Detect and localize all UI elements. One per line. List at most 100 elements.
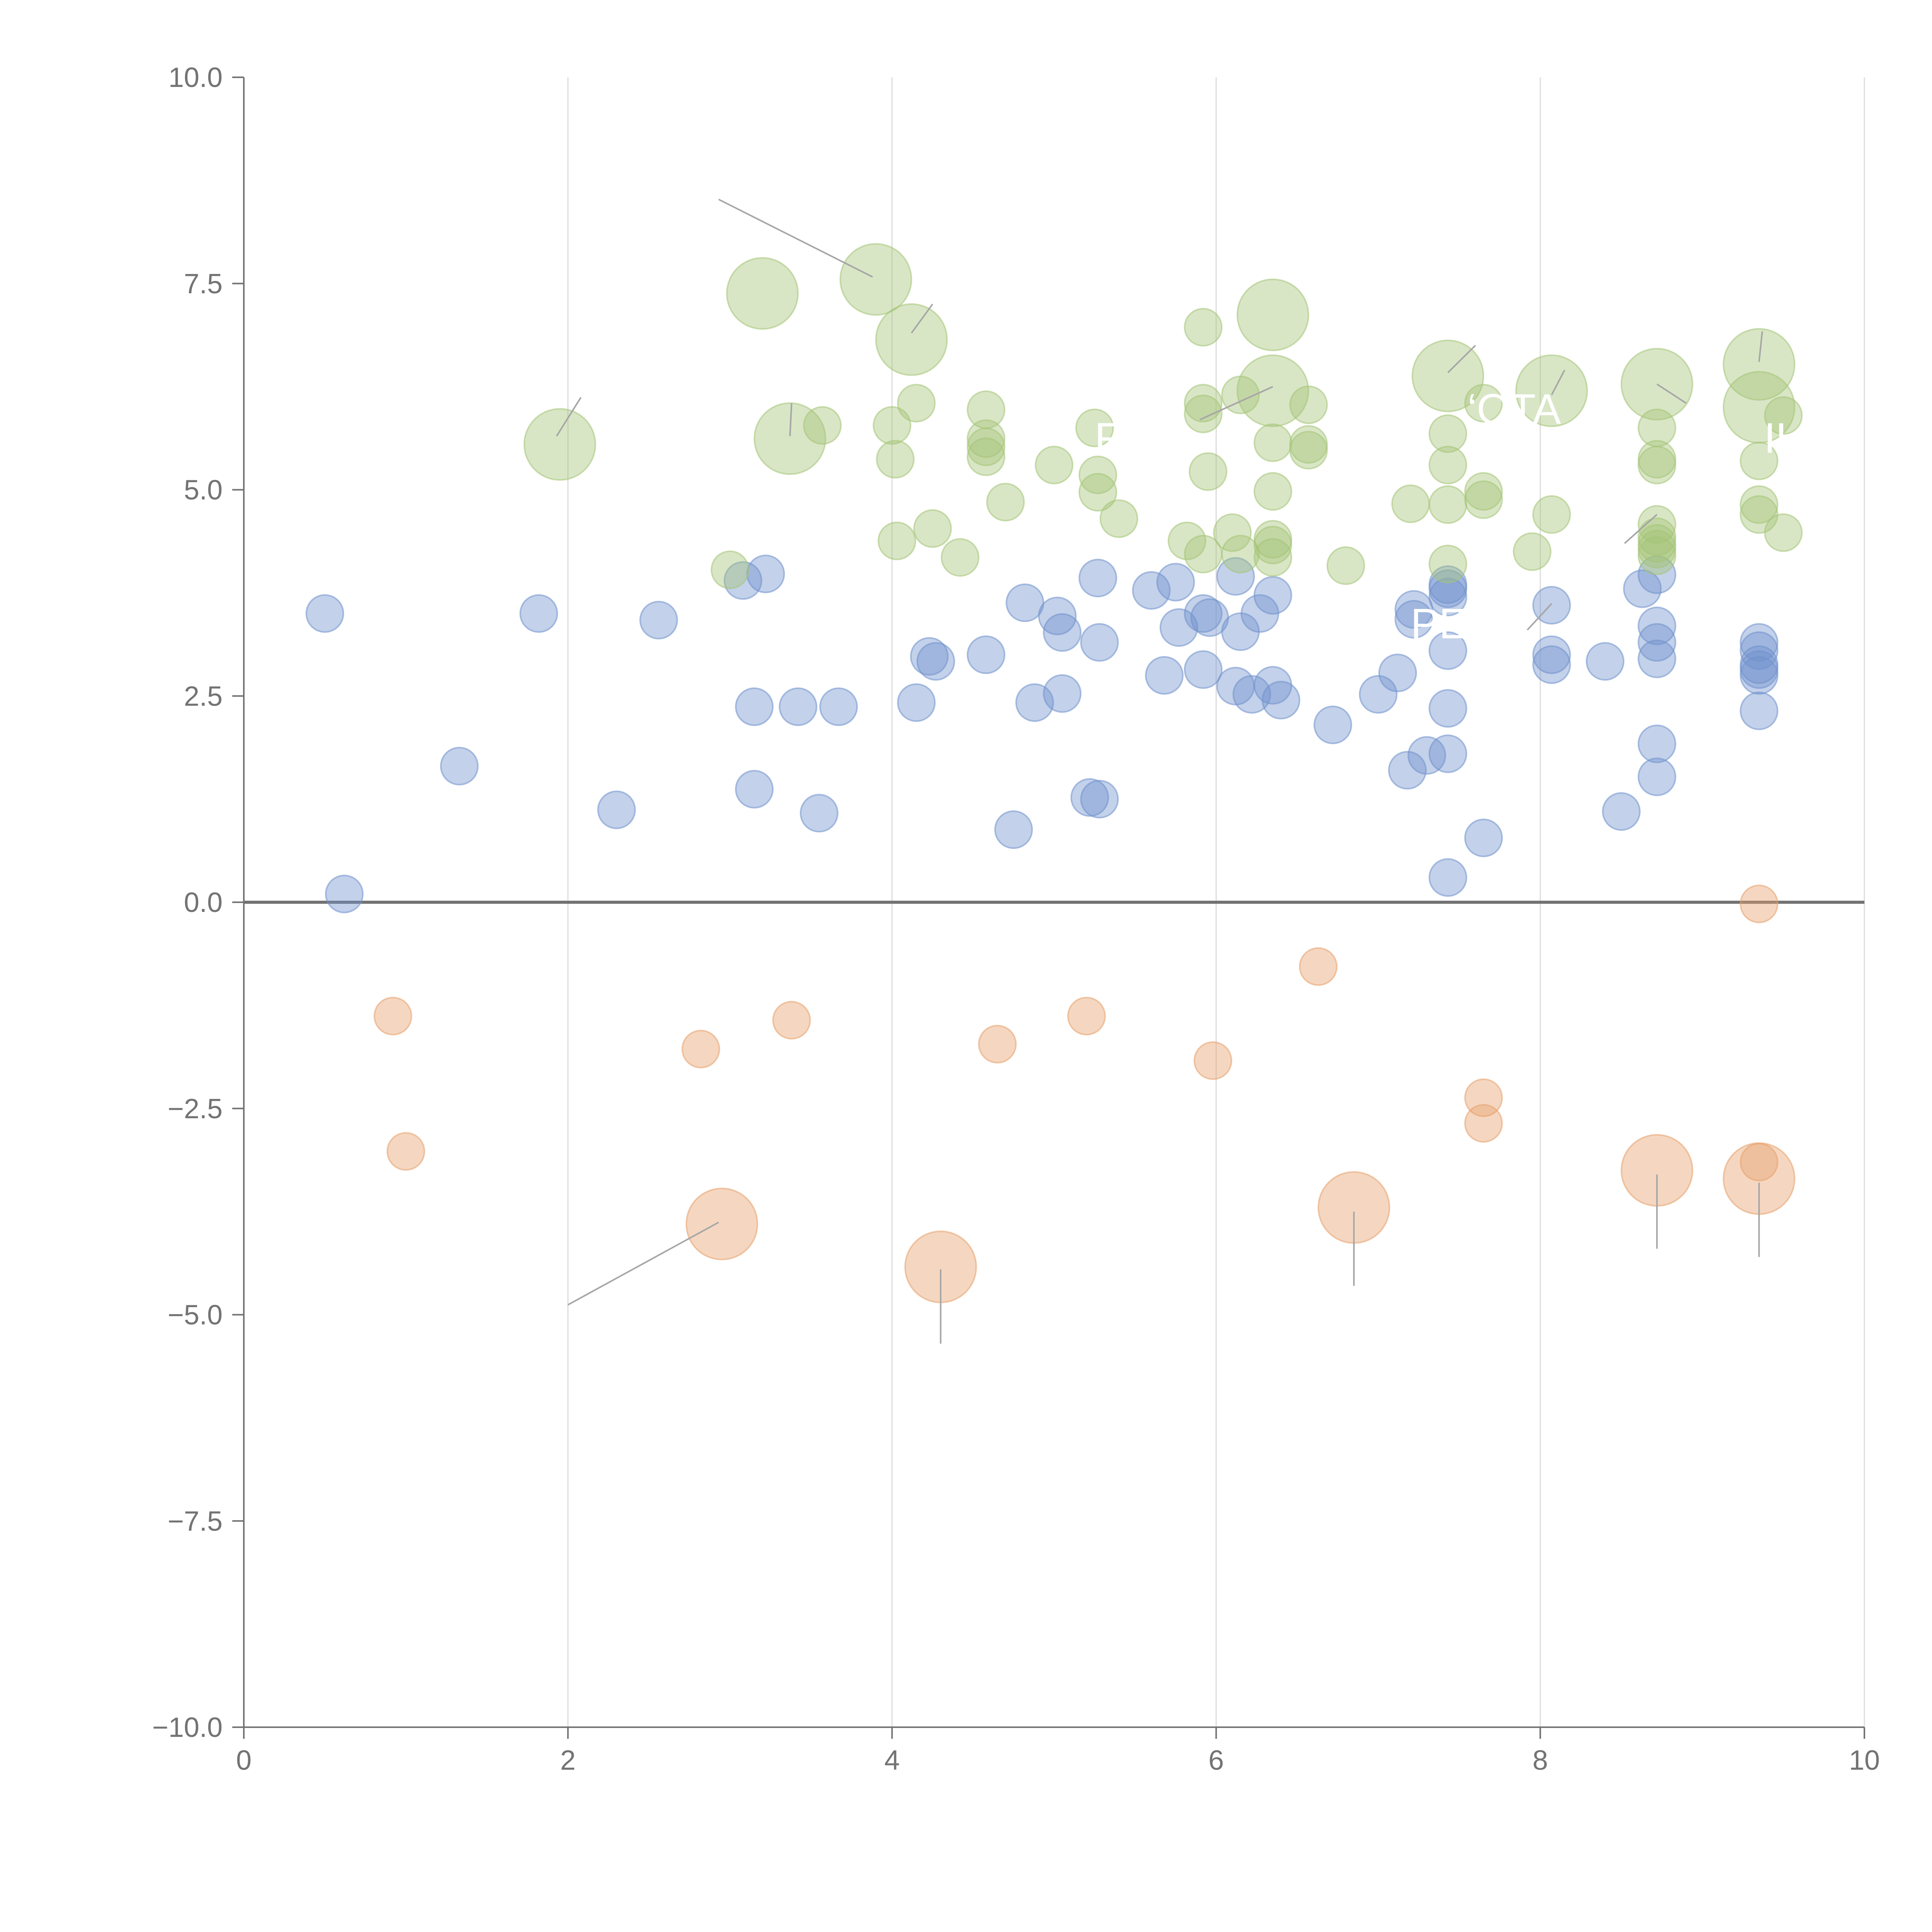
bubble-point bbox=[1232, 675, 1271, 714]
bubble-point bbox=[373, 997, 412, 1036]
bubble-point bbox=[711, 550, 750, 589]
bubble-point bbox=[1080, 780, 1119, 819]
bubble-point bbox=[1388, 751, 1427, 790]
bubble-point bbox=[1464, 818, 1503, 857]
bubble-point bbox=[897, 384, 936, 423]
bubble-point bbox=[1429, 858, 1468, 897]
y-tick-label: −5.0 bbox=[168, 1300, 223, 1331]
orange-series bbox=[373, 884, 1796, 1303]
bubble-point bbox=[1638, 639, 1677, 679]
bubble-point bbox=[1189, 452, 1228, 491]
bubble-point bbox=[1378, 653, 1417, 692]
bubble-point bbox=[1623, 569, 1662, 608]
bubble-point bbox=[1638, 724, 1677, 764]
bubble-point bbox=[1723, 328, 1796, 401]
bubble-point bbox=[1515, 354, 1588, 427]
bubble-point bbox=[1156, 563, 1195, 602]
bubble-series bbox=[305, 243, 1803, 1303]
x-tick-label: 0 bbox=[236, 1745, 252, 1776]
y-tick-label: 5.0 bbox=[184, 475, 223, 506]
bubble-point bbox=[1429, 734, 1468, 773]
bubble-point bbox=[1464, 1104, 1503, 1143]
bubble-point bbox=[1299, 947, 1338, 986]
bubble-point bbox=[746, 554, 785, 594]
leader-line bbox=[1527, 603, 1553, 631]
bubble-point bbox=[1740, 691, 1779, 730]
bubble-point bbox=[1070, 778, 1109, 817]
bubble-point bbox=[1159, 608, 1198, 647]
bubble-point bbox=[735, 770, 774, 809]
x-axis-ticks: 0 2 4 6 8 10 bbox=[236, 1727, 1880, 1776]
bubble-point bbox=[1078, 456, 1117, 495]
bubble-point bbox=[1585, 642, 1624, 681]
bubble-point bbox=[726, 257, 799, 330]
bubble-point bbox=[1078, 473, 1117, 512]
x-tick-label: 6 bbox=[1208, 1745, 1224, 1776]
bubble-point bbox=[1253, 526, 1293, 565]
bubble-point bbox=[1429, 544, 1468, 583]
bubble-point bbox=[1429, 414, 1468, 453]
ghost-label: IL bbox=[1764, 414, 1799, 462]
bubble-point bbox=[1740, 884, 1779, 923]
bubble-point bbox=[966, 437, 1005, 476]
y-tick-label: −10.0 bbox=[152, 1712, 223, 1743]
bubble-point bbox=[597, 790, 636, 829]
bubble-point bbox=[878, 521, 917, 560]
leader-line bbox=[1447, 345, 1476, 373]
bubble-point bbox=[1262, 680, 1301, 719]
bubble-point bbox=[1740, 441, 1779, 480]
bubble-point bbox=[986, 483, 1025, 522]
bubble-point bbox=[753, 402, 827, 475]
leader-line bbox=[911, 303, 934, 334]
bubble-point bbox=[1638, 440, 1677, 479]
ghost-label: ‘OTA bbox=[1467, 386, 1561, 433]
bubble-point bbox=[681, 1030, 720, 1069]
bubble-point bbox=[1035, 446, 1073, 485]
bubble-point bbox=[1395, 590, 1434, 629]
bubble-point bbox=[723, 561, 762, 600]
bubble-point bbox=[523, 408, 596, 481]
bubble-point bbox=[940, 538, 980, 577]
bubble-point bbox=[1289, 425, 1328, 464]
x-tick-label: 10 bbox=[1849, 1745, 1880, 1776]
bubble-point bbox=[1602, 792, 1641, 831]
y-tick-label: 2.5 bbox=[184, 681, 223, 712]
bubble-point bbox=[519, 594, 558, 633]
bubble-point bbox=[966, 427, 1005, 466]
bubble-point bbox=[1638, 446, 1677, 485]
bubble-point bbox=[1253, 576, 1293, 615]
bubble-point bbox=[1043, 674, 1082, 713]
bubble-point bbox=[1313, 705, 1352, 744]
x-tick-label: 2 bbox=[560, 1745, 576, 1776]
blue-series bbox=[305, 554, 1779, 913]
bubble-point bbox=[1638, 757, 1677, 796]
bubble-point bbox=[1184, 650, 1223, 689]
bubble-point bbox=[1167, 521, 1206, 560]
bubble-point bbox=[1764, 396, 1803, 435]
bubble-point bbox=[772, 1001, 811, 1040]
bubble-point bbox=[1359, 675, 1398, 714]
bubble-point bbox=[913, 509, 952, 548]
leader-line bbox=[567, 1221, 719, 1306]
bubble-point bbox=[639, 600, 678, 639]
bubble-point bbox=[1638, 536, 1677, 575]
leader-lines bbox=[556, 199, 1763, 1344]
x-tick-label: 8 bbox=[1532, 1745, 1548, 1776]
bubble-point bbox=[1326, 546, 1365, 585]
bubble-point bbox=[1464, 480, 1503, 519]
y-tick-label: 7.5 bbox=[184, 269, 223, 299]
bubble-point bbox=[1184, 384, 1223, 423]
y-axis-ticks: 10.0 7.5 5.0 2.5 0.0 −2.5 −5.0 −7.5 −10.0 bbox=[152, 62, 244, 1743]
bubble-point bbox=[966, 635, 1005, 674]
bubble-point bbox=[1132, 571, 1171, 610]
bubble-point bbox=[1395, 600, 1434, 639]
bubble-point bbox=[1532, 495, 1571, 534]
bubble-point bbox=[839, 243, 912, 316]
bubble-point bbox=[1067, 997, 1106, 1036]
bubble-point bbox=[1213, 513, 1252, 552]
bubble-point bbox=[1532, 645, 1571, 684]
bubble-point bbox=[1638, 623, 1677, 662]
ghost-labels: F ‘OTA IL PE’ R· bbox=[1095, 386, 1799, 648]
bubble-point bbox=[779, 687, 818, 726]
